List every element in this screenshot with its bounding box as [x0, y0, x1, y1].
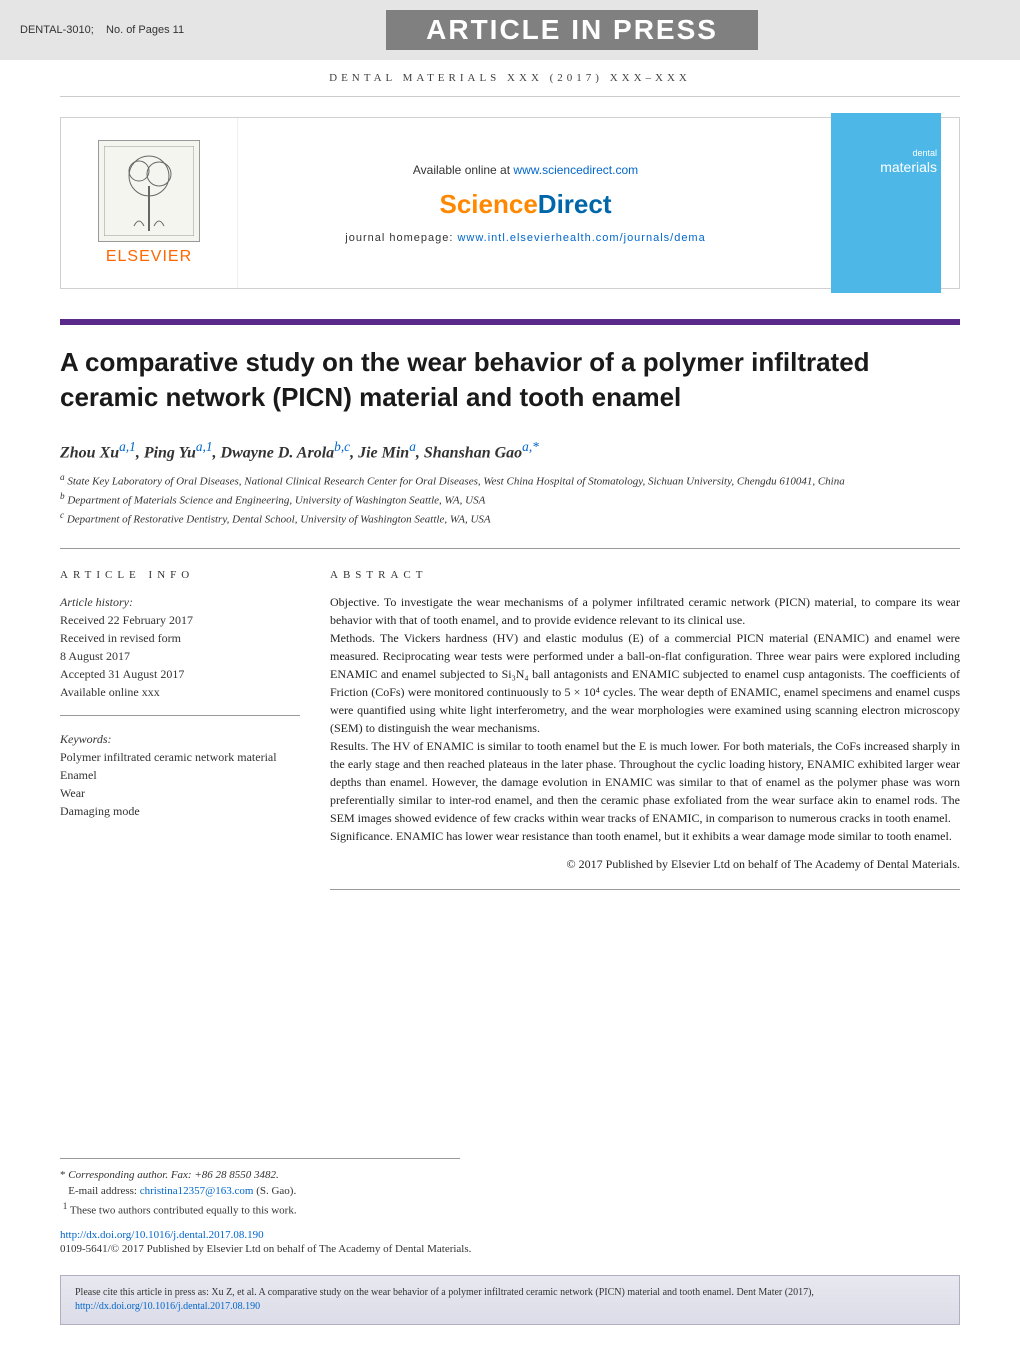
cite-text: Please cite this article in press as: Xu… [75, 1287, 814, 1298]
article-history: Article history: Received 22 February 20… [60, 593, 300, 716]
author-3: Dwayne D. Arola [221, 445, 335, 462]
info-abstract-row: article info Article history: Received 2… [60, 569, 960, 898]
aff-c-text: Department of Restorative Dentistry, Den… [67, 513, 491, 525]
author-4-sup: a [409, 439, 416, 454]
cover-thumb-block: dental materials [813, 118, 959, 288]
email-suffix: (S. Gao). [256, 1185, 296, 1197]
email-label: E-mail address: [68, 1185, 139, 1197]
tree-svg [104, 146, 194, 236]
history-revised-2: 8 August 2017 [60, 647, 300, 665]
authors-line: Zhou Xua,1, Ping Yua,1, Dwayne D. Arolab… [60, 439, 960, 462]
author-5: Shanshan Gao [424, 445, 522, 462]
article-id-pages: DENTAL-3010; No. of Pages 11 [20, 24, 184, 36]
article-in-press-banner: ARTICLE IN PRESS [386, 10, 758, 50]
corr-text: Corresponding author. Fax: +86 28 8550 3… [68, 1169, 279, 1181]
divider-top [60, 96, 960, 97]
affiliation-c: c Department of Restorative Dentistry, D… [60, 509, 960, 528]
author-2: Ping Yu [144, 445, 196, 462]
history-label: Article history: [60, 593, 300, 611]
sd-direct: Direct [538, 189, 612, 219]
author-2-sup: a,1 [196, 439, 213, 454]
keyword-1: Polymer infiltrated ceramic network mate… [60, 748, 300, 766]
doi-line: http://dx.doi.org/10.1016/j.dental.2017.… [60, 1229, 960, 1241]
cover-small: dental [912, 148, 937, 158]
affiliation-b: b Department of Materials Science and En… [60, 490, 960, 509]
article-info-col: article info Article history: Received 2… [60, 569, 300, 898]
keywords-block: Keywords: Polymer infiltrated ceramic ne… [60, 730, 300, 820]
author-3-sup: b,c [334, 439, 350, 454]
publisher-box: ELSEVIER Available online at www.science… [60, 117, 960, 289]
corresponding-email-link[interactable]: christina12357@163.com [140, 1185, 254, 1197]
history-revised-1: Received in revised form [60, 629, 300, 647]
journal-homepage-link[interactable]: www.intl.elsevierhealth.com/journals/dem… [457, 232, 705, 244]
elsevier-logo-block: ELSEVIER [61, 118, 238, 288]
author-5-sup: a,* [522, 439, 539, 454]
author-1: Zhou Xu [60, 445, 119, 462]
keyword-3: Wear [60, 784, 300, 802]
elsevier-label: ELSEVIER [106, 248, 192, 266]
article-id: DENTAL-3010; [20, 24, 94, 36]
corresponding-author: * Corresponding author. Fax: +86 28 8550… [60, 1167, 460, 1184]
publisher-center: Available online at www.sciencedirect.co… [238, 118, 813, 288]
header-bar: DENTAL-3010; No. of Pages 11 ARTICLE IN … [0, 0, 1020, 60]
cite-doi-link[interactable]: http://dx.doi.org/10.1016/j.dental.2017.… [75, 1301, 260, 1312]
aff-a-text: State Key Laboratory of Oral Diseases, N… [67, 475, 844, 487]
equal-contrib: 1 These two authors contributed equally … [60, 1200, 460, 1219]
divider-below-abstract [330, 889, 960, 890]
author-4: Jie Min [358, 445, 409, 462]
sciencedirect-logo: ScienceDirect [440, 189, 612, 220]
keywords-label: Keywords: [60, 730, 300, 748]
abstract-objective: Objective. To investigate the wear mecha… [330, 593, 960, 629]
affiliation-a: a State Key Laboratory of Oral Diseases,… [60, 471, 960, 490]
title-block: A comparative study on the wear behavior… [60, 319, 960, 415]
keyword-4: Damaging mode [60, 802, 300, 820]
abstract-col: abstract Objective. To investigate the w… [330, 569, 960, 898]
author-1-sup: a,1 [119, 439, 136, 454]
history-online: Available online xxx [60, 683, 300, 701]
citation-box: Please cite this article in press as: Xu… [60, 1275, 960, 1325]
history-accepted: Accepted 31 August 2017 [60, 665, 300, 683]
affiliations: a State Key Laboratory of Oral Diseases,… [60, 471, 960, 528]
footer-notes: * Corresponding author. Fax: +86 28 8550… [60, 1158, 460, 1219]
email-line: E-mail address: christina12357@163.com (… [60, 1183, 460, 1200]
aff-b-text: Department of Materials Science and Engi… [67, 494, 485, 506]
keyword-2: Enamel [60, 766, 300, 784]
cover-title: dental materials [827, 143, 945, 175]
cover-large: materials [880, 159, 937, 175]
journal-homepage-line: journal homepage: www.intl.elsevierhealt… [345, 232, 705, 244]
doi-link[interactable]: http://dx.doi.org/10.1016/j.dental.2017.… [60, 1229, 264, 1241]
abstract-results: Results. The HV of ENAMIC is similar to … [330, 737, 960, 827]
abstract-significance: Significance. ENAMIC has lower wear resi… [330, 827, 960, 845]
equal-text: These two authors contributed equally to… [70, 1205, 297, 1217]
available-online-line: Available online at www.sciencedirect.co… [413, 163, 638, 177]
abstract-body: Objective. To investigate the wear mecha… [330, 593, 960, 873]
divider-above-abstract [60, 548, 960, 549]
sd-science: Science [440, 189, 538, 219]
article-title: A comparative study on the wear behavior… [60, 345, 960, 415]
article-info-heading: article info [60, 569, 300, 581]
journal-reference-line: dental materials xxx (2017) xxx–xxx [0, 60, 1020, 96]
abstract-copyright: © 2017 Published by Elsevier Ltd on beha… [330, 855, 960, 873]
pages-label: No. of Pages 11 [106, 24, 184, 36]
available-online-prefix: Available online at [413, 163, 514, 177]
abstract-heading: abstract [330, 569, 960, 581]
sciencedirect-link[interactable]: www.sciencedirect.com [513, 163, 638, 177]
issn-copyright-line: 0109-5641/© 2017 Published by Elsevier L… [60, 1243, 960, 1255]
history-received: Received 22 February 2017 [60, 611, 300, 629]
elsevier-tree-icon [98, 140, 200, 242]
journal-cover-thumb: dental materials [831, 113, 941, 293]
abstract-methods: Methods. The Vickers hardness (HV) and e… [330, 629, 960, 737]
homepage-prefix: journal homepage: [345, 232, 457, 244]
